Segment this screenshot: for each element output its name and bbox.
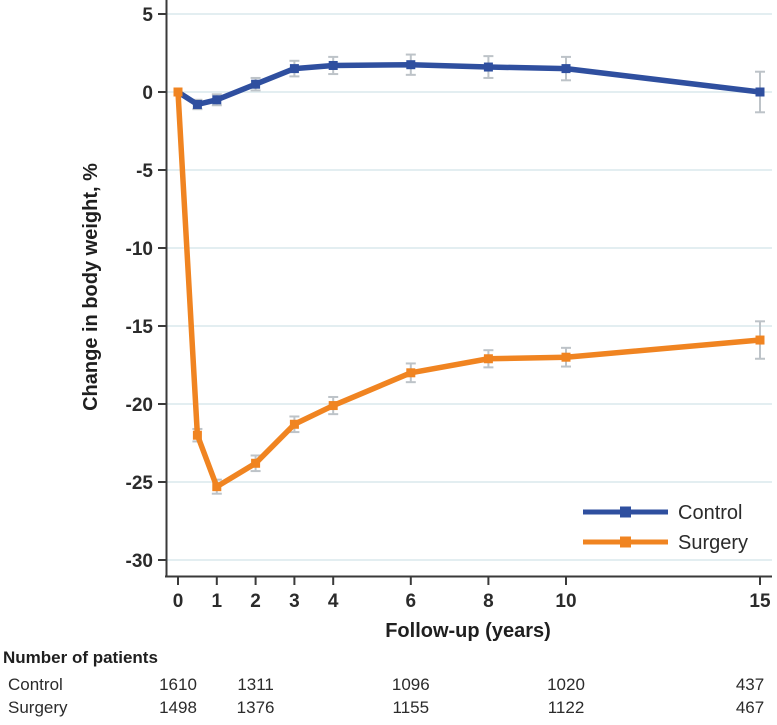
surgery-count-y6: 1155 (392, 698, 430, 717)
axes: 0 1 2 3 4 6 8 10 15 5 0 -5 -10 -15 -20 -25 -30 (126, 0, 772, 612)
legend-label: Surgery (678, 532, 748, 554)
error-bars (192, 53, 765, 495)
x-tick-label: 0 (173, 591, 184, 612)
y-tick-label: 5 (142, 5, 153, 26)
x-tick-label: 8 (483, 591, 494, 612)
control-count-y2: 1311 (237, 675, 274, 694)
control-count-y0: 1610 (159, 675, 197, 694)
y-tick-label: -25 (126, 473, 154, 494)
control-count-y6: 1096 (391, 675, 430, 694)
x-tick-label: 3 (289, 591, 300, 612)
x-axis-title: Follow-up (years) (385, 620, 551, 642)
y-tick-label: 0 (142, 83, 153, 104)
x-tick-label: 6 (406, 591, 417, 612)
legend-marker-icon (620, 506, 631, 518)
x-tick-label: 4 (328, 591, 339, 612)
y-tick-label: -20 (126, 395, 153, 416)
legend: Control Surgery (583, 502, 748, 554)
y-tick-label: -10 (126, 239, 153, 260)
surgery-count-y10: 1122 (547, 698, 585, 717)
surgery-count-y0: 1498 (159, 698, 197, 717)
patients-table-title: Number of patients (3, 648, 158, 667)
legend-item-control: Control (583, 502, 742, 524)
x-tick-label: 15 (749, 591, 771, 612)
x-tick-label: 10 (555, 591, 576, 612)
y-tick-label: -30 (126, 551, 153, 572)
data-series (173, 60, 765, 492)
x-tick-label: 2 (250, 591, 261, 612)
grid-lines (166, 13, 772, 561)
x-tick-label: 1 (212, 591, 223, 612)
table-row-control: Control 1610 1311 1096 1020 437 (0, 675, 777, 698)
y-tick-label: -15 (126, 317, 154, 338)
patients-table: Number of patients Control 1610 1311 109… (0, 646, 777, 725)
control-count-y10: 1020 (547, 675, 585, 694)
table-row-surgery: Surgery 1498 1376 1155 1122 467 (0, 698, 777, 721)
surgery-count-y15: 467 (735, 698, 765, 717)
y-tick-label: -5 (136, 161, 153, 182)
legend-label: Control (678, 502, 742, 524)
control-count-y15: 437 (735, 675, 765, 694)
surgery-count-y2: 1376 (236, 698, 275, 717)
row-label-surgery: Surgery (8, 698, 68, 717)
legend-marker-icon (620, 536, 631, 548)
series-surgery (173, 87, 765, 492)
row-label-control: Control (8, 675, 63, 694)
legend-item-surgery: Surgery (583, 532, 748, 554)
series-control (173, 60, 765, 109)
y-axis-title: Change in body weight, % (80, 163, 102, 411)
line-chart: 0 1 2 3 4 6 8 10 15 5 0 -5 -10 -15 -20 -25 -30 Control Su… (80, 0, 772, 642)
